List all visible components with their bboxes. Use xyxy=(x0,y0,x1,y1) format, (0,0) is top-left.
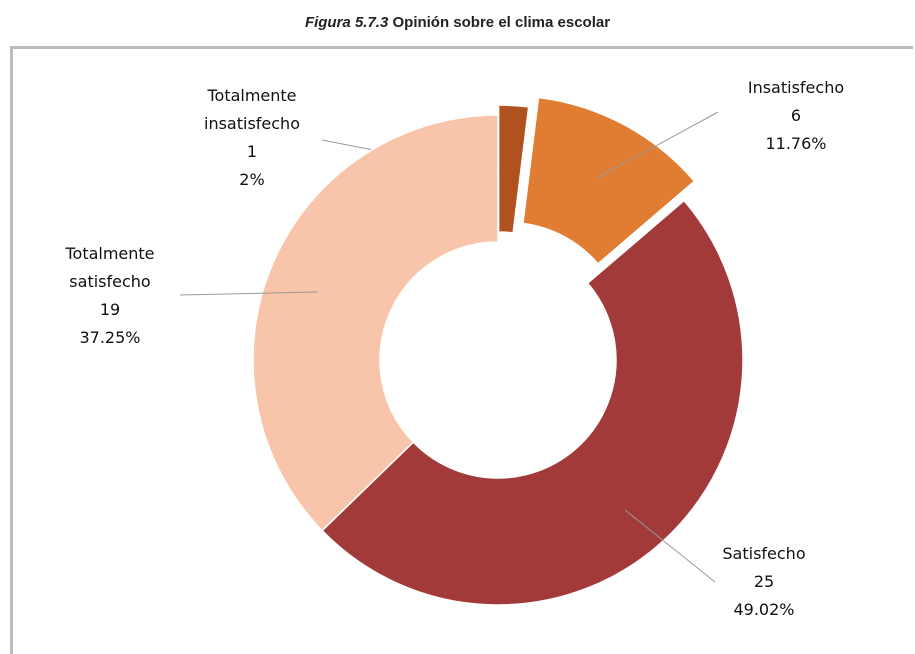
label-percent: 37.25% xyxy=(79,328,141,347)
label-percent: 11.76% xyxy=(765,134,827,153)
label-value: 1 xyxy=(246,142,258,161)
leader-line xyxy=(179,291,319,296)
label-value: 6 xyxy=(790,106,802,125)
label-percent: 49.02% xyxy=(733,600,795,619)
leader-line xyxy=(624,509,716,583)
label-category: Totalmente satisfecho xyxy=(65,244,155,291)
label-percent: 2% xyxy=(239,170,265,189)
label-value: 19 xyxy=(99,300,121,319)
data-label: Totalmente insatisfecho 1 2% xyxy=(182,82,322,194)
label-category: Totalmente insatisfecho xyxy=(204,86,300,133)
donut-slice xyxy=(522,96,696,265)
donut-slice xyxy=(497,104,530,234)
donut-slice xyxy=(252,114,499,532)
data-label: Satisfecho 25 49.02% xyxy=(694,540,834,624)
chart-title: Figura 5.7.3 Opinión sobre el clima esco… xyxy=(0,14,915,31)
label-category: Insatisfecho xyxy=(747,78,845,97)
data-label: Totalmente satisfecho 19 37.25% xyxy=(40,240,180,352)
label-category: Satisfecho xyxy=(722,544,806,563)
leader-line xyxy=(596,111,719,179)
label-value: 25 xyxy=(753,572,775,591)
title-text: Opinión sobre el clima escolar xyxy=(392,14,611,31)
chart-frame xyxy=(10,46,913,654)
data-label: Insatisfecho 6 11.76% xyxy=(726,74,866,158)
figure-number: Figura 5.7.3 xyxy=(304,14,389,31)
donut-slice xyxy=(321,199,744,606)
